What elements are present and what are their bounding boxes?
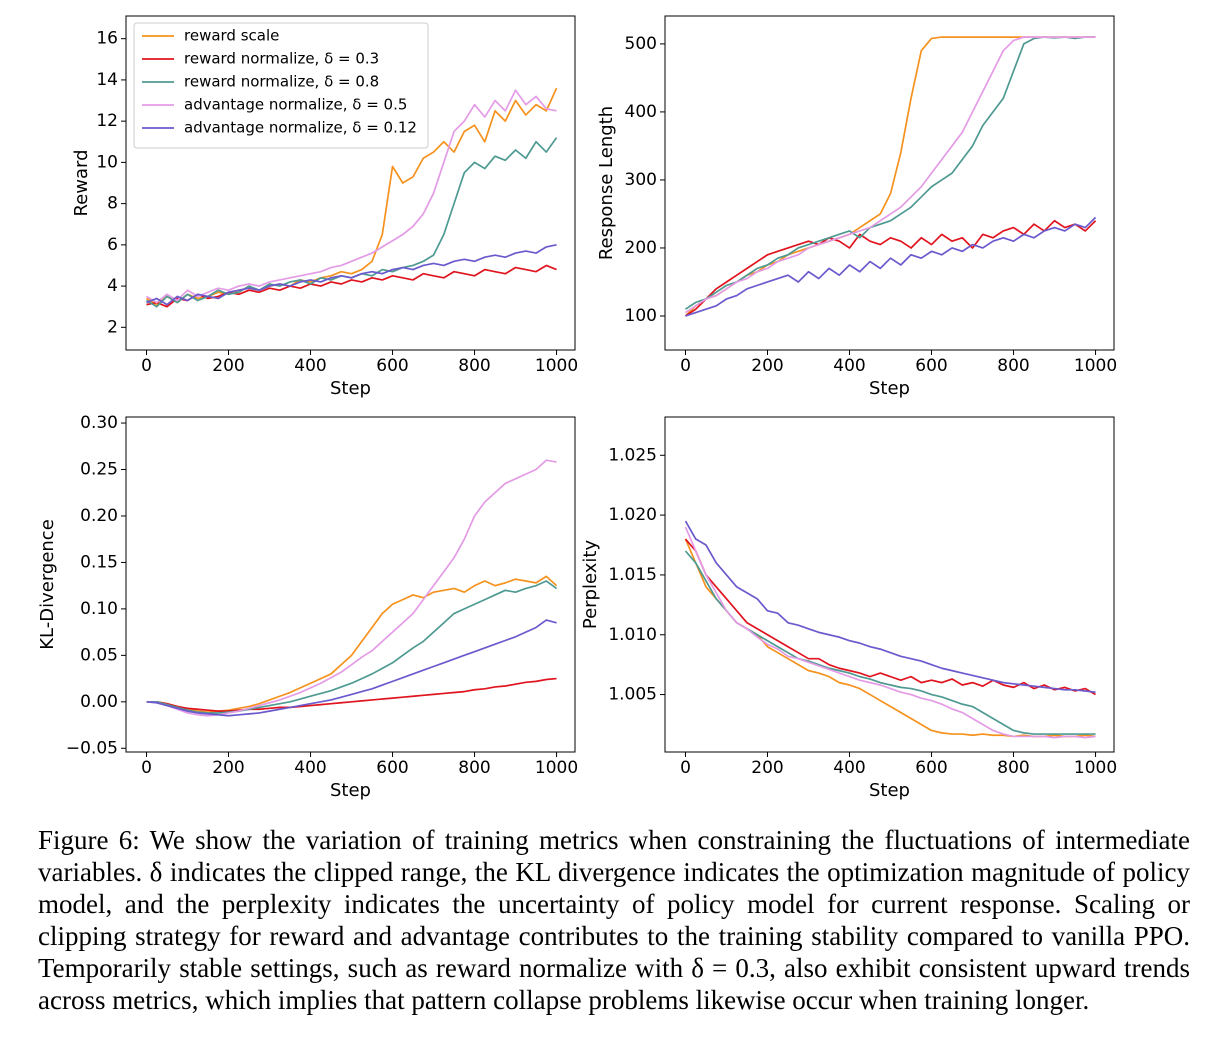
x-tick-label: 600 [915, 356, 947, 376]
axes-frame [664, 15, 1115, 351]
x-tick-label: 400 [294, 356, 326, 376]
x-axis-label: Step [330, 378, 371, 399]
series-line [146, 244, 557, 306]
x-tick-label: 1000 [1074, 356, 1117, 376]
y-axis-label: Response Length [596, 106, 617, 260]
y-tick-label: 0.20 [80, 506, 118, 526]
x-axis-label: Step [869, 780, 910, 801]
series-line [684, 520, 1096, 694]
y-tick-label: −0.05 [66, 738, 118, 758]
series-line [146, 87, 558, 306]
y-tick-label: 0.30 [80, 413, 118, 433]
y-tick-label: 2 [107, 317, 118, 337]
x-tick-label: 1000 [535, 356, 578, 376]
y-tick-label: 10 [96, 152, 118, 172]
y-tick-label: 0.00 [80, 692, 118, 712]
series-line [146, 677, 557, 712]
axes-frame [125, 15, 576, 351]
y-tick-label: 1.010 [608, 625, 657, 645]
x-axis-label: Step [869, 378, 910, 399]
y-tick-label: 14 [96, 70, 118, 90]
legend-label: reward normalize, δ = 0.3 [184, 50, 379, 68]
x-tick-label: 0 [680, 758, 691, 778]
legend-label: reward normalize, δ = 0.8 [184, 73, 379, 91]
series-line [684, 538, 1096, 738]
x-tick-label: 0 [141, 356, 152, 376]
y-tick-label: 0.05 [80, 645, 118, 665]
y-axis-label: Perplexity [580, 540, 601, 630]
series-line [146, 619, 557, 717]
legend-label: reward scale [184, 27, 279, 45]
y-axis-label: KL-Divergence [37, 519, 58, 650]
series-line [685, 36, 1096, 310]
series-line [146, 459, 557, 717]
y-tick-label: 16 [96, 29, 118, 49]
series-line [146, 89, 557, 304]
legend-box [133, 22, 429, 149]
y-tick-label: 8 [107, 194, 118, 214]
series-line [146, 137, 558, 308]
x-tick-label: 800 [458, 356, 490, 376]
y-tick-label: 1.020 [608, 505, 657, 525]
y-tick-label: 100 [625, 306, 657, 326]
y-tick-label: 400 [625, 102, 657, 122]
x-tick-label: 400 [294, 758, 326, 778]
x-tick-label: 800 [458, 758, 490, 778]
y-tick-label: 1.025 [608, 445, 657, 465]
x-tick-label: 1000 [1074, 758, 1117, 778]
x-tick-label: 0 [680, 356, 691, 376]
x-tick-label: 800 [997, 758, 1029, 778]
series-line [684, 538, 1096, 696]
series-line [146, 580, 558, 714]
x-tick-label: 0 [141, 758, 152, 778]
x-tick-label: 800 [997, 356, 1029, 376]
x-tick-label: 200 [212, 356, 244, 376]
series-line [685, 219, 1097, 317]
series-line [146, 264, 557, 308]
x-tick-label: 400 [833, 758, 865, 778]
y-tick-label: 300 [625, 170, 657, 190]
x-tick-label: 400 [833, 356, 865, 376]
series-line [684, 550, 1096, 735]
y-tick-label: 0.25 [80, 460, 118, 480]
caption: Figure 6: We show the variation of train… [38, 825, 1190, 1015]
x-tick-label: 200 [751, 356, 783, 376]
axes-frame [664, 416, 1115, 753]
series-line [685, 36, 1096, 314]
y-tick-label: 1.005 [608, 685, 657, 705]
y-tick-label: 4 [107, 276, 118, 296]
series-line [684, 526, 1096, 739]
y-axis-label: Reward [71, 149, 92, 216]
x-tick-label: 1000 [535, 758, 578, 778]
legend-label: advantage normalize, δ = 0.5 [184, 96, 407, 114]
y-tick-label: 0.15 [80, 552, 118, 572]
x-tick-label: 600 [376, 356, 408, 376]
y-tick-label: 1.015 [608, 565, 657, 585]
figure: 0 200 400 600 800 1000246810121416StepRewardr… [37, 15, 1117, 801]
x-tick-label: 600 [915, 758, 947, 778]
y-tick-label: 0.10 [80, 599, 118, 619]
legend-label: advantage normalize, δ = 0.12 [184, 119, 417, 137]
x-tick-label: 200 [751, 758, 783, 778]
x-tick-label: 600 [376, 758, 408, 778]
y-tick-label: 6 [107, 235, 118, 255]
y-tick-label: 200 [625, 238, 657, 258]
x-tick-label: 200 [212, 758, 244, 778]
y-tick-label: 500 [625, 34, 657, 54]
y-tick-label: 12 [96, 111, 118, 131]
x-axis-label: Step [330, 780, 371, 801]
series-line [685, 216, 1097, 317]
axes-frame [125, 416, 576, 753]
